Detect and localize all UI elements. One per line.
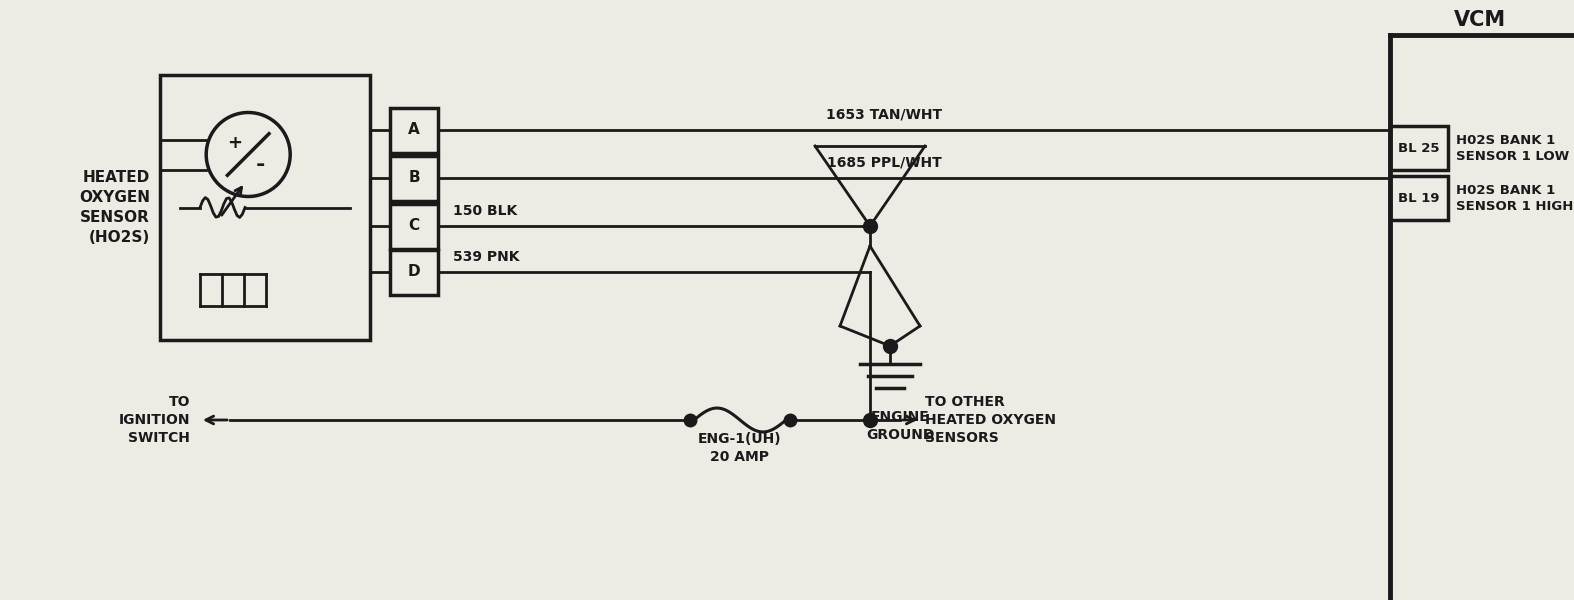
Text: C: C [408,218,420,233]
Bar [390,203,438,248]
Text: VCM: VCM [1454,10,1506,30]
Bar [1390,126,1448,170]
Bar [161,75,370,340]
Text: D: D [408,265,420,280]
Text: TO OTHER
HEATED OXYGEN
SENSORS: TO OTHER HEATED OXYGEN SENSORS [926,395,1056,445]
Text: 150 BLK: 150 BLK [453,204,518,218]
Bar [1390,176,1448,220]
Bar [390,250,438,295]
Text: A: A [408,122,420,137]
Text: BL 19: BL 19 [1398,191,1440,205]
Text: HEATED
OXYGEN
SENSOR
(HO2S): HEATED OXYGEN SENSOR (HO2S) [79,170,150,245]
Text: -: - [255,154,264,175]
Text: 1653 TAN/WHT: 1653 TAN/WHT [826,108,943,122]
Text: BL 25: BL 25 [1398,142,1440,154]
Text: B: B [408,170,420,185]
Text: 1685 PPL/WHT: 1685 PPL/WHT [826,156,941,170]
Text: ENGINE
GROUND: ENGINE GROUND [866,410,935,442]
Text: 20 AMP: 20 AMP [710,450,770,464]
Text: +: + [227,133,242,151]
Text: TO
IGNITION
SWITCH: TO IGNITION SWITCH [118,395,190,445]
Bar [390,155,438,200]
Text: ENG-1(UH): ENG-1(UH) [699,432,782,446]
Text: H02S BANK 1
SENSOR 1 HIGH: H02S BANK 1 SENSOR 1 HIGH [1456,184,1574,212]
Text: H02S BANK 1
SENSOR 1 LOW: H02S BANK 1 SENSOR 1 LOW [1456,133,1569,163]
Bar [390,107,438,152]
Text: 539 PNK: 539 PNK [453,250,519,264]
